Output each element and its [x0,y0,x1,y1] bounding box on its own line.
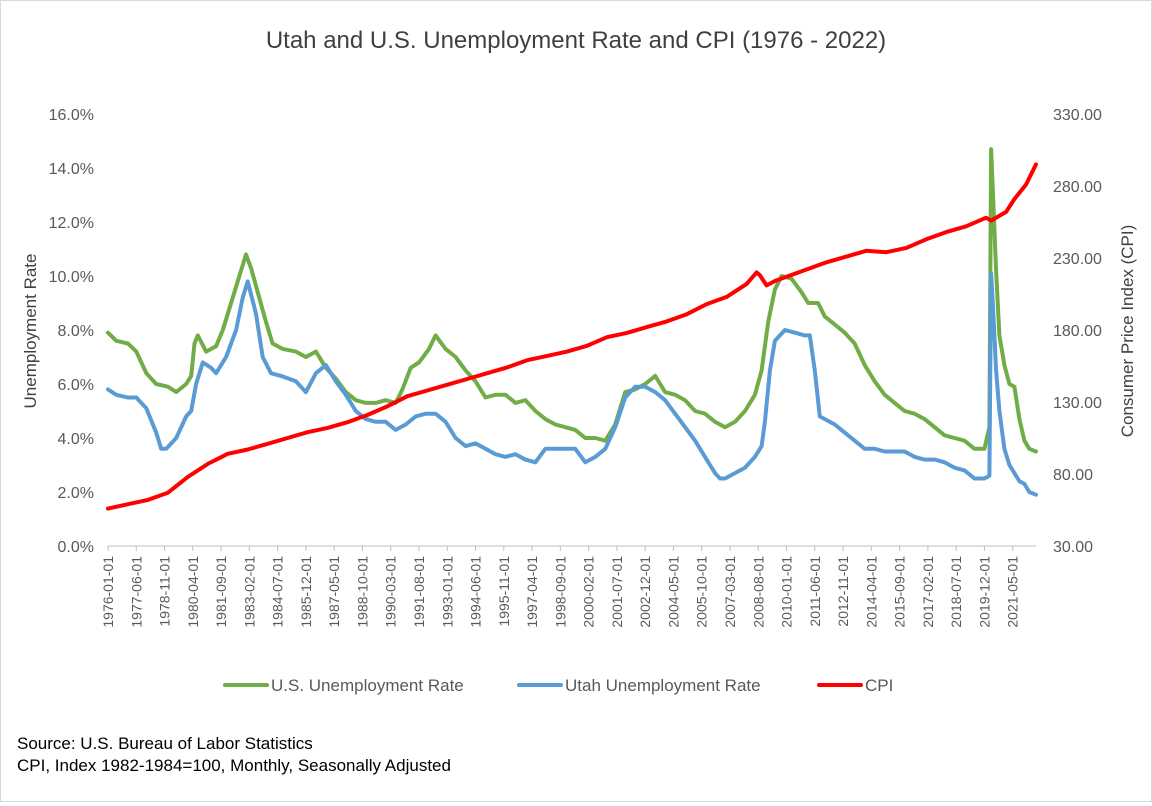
y-right-tick-label: 130.00 [1053,395,1102,412]
y-left-tick-label: 10.0% [49,269,94,286]
x-tick-label: 1977-06-01 [128,556,144,628]
x-tick-label: 1984-07-01 [270,556,286,628]
y-left-tick-label: 14.0% [49,161,94,178]
y-right-tick-label: 80.00 [1053,467,1093,484]
x-tick-label: 2007-03-01 [722,556,738,628]
y-left-tick-label: 4.0% [58,431,94,448]
y-axis-right-label: Consumer Price Index (CPI) [1118,225,1137,438]
x-tick-label: 2015-09-01 [892,556,908,628]
x-tick-label: 2018-07-01 [948,556,964,628]
y-left-tick-label: 12.0% [49,215,94,232]
x-tick-label: 2002-12-01 [637,556,653,628]
source-note: Source: U.S. Bureau of Labor Statistics … [17,733,451,777]
y-axis-left-label: Unemployment Rate [21,254,40,409]
y-left-tick-label: 0.0% [58,539,94,556]
y-right-tick-label: 180.00 [1053,323,1102,340]
x-tick-label: 1998-09-01 [552,556,568,628]
x-tick-label: 1997-04-01 [524,556,540,628]
x-tick-label: 1991-08-01 [411,556,427,628]
x-tick-label: 1995-11-01 [496,556,512,627]
legend: U.S. Unemployment Rate Utah Unemployment … [223,676,893,695]
x-tick-label: 1976-01-01 [100,556,116,628]
axes: 0.0% 2.0% 4.0% 6.0% 8.0% 10.0% 12.0% 14.0% 16.0%… [49,107,1102,628]
y-right-tick-label: 30.00 [1053,539,1093,556]
x-tick-label: 1981-09-01 [213,556,229,628]
x-tick-label: 2005-10-01 [694,556,710,628]
y-left-tick-label: 16.0% [49,107,94,124]
legend-item-u-s-unemployment-rate: U.S. Unemployment Rate [223,676,464,695]
legend-label: Utah Unemployment Rate [565,676,761,695]
chart-title: Utah and U.S. Unemployment Rate and CPI … [266,27,886,54]
y-left-tick-label: 8.0% [58,323,94,340]
x-tick-label: 1990-03-01 [383,556,399,628]
source-line: CPI, Index 1982-1984=100, Monthly, Seaso… [17,756,451,775]
x-tick-label: 1980-04-01 [185,556,201,628]
x-tick-label: 1993-01-01 [439,556,455,628]
y-left-tick-label: 6.0% [58,377,94,394]
x-tick-label: 2019-12-01 [976,556,992,628]
x-tick-label: 2001-07-01 [609,556,625,628]
x-tick-label: 1978-11-01 [157,556,173,627]
legend-item-cpi: CPI [817,676,893,695]
x-tick-label: 2017-02-01 [920,556,936,628]
x-tick-label: 2010-01-01 [779,556,795,628]
x-tick-label: 1983-02-01 [241,556,257,628]
series-line-cpi [106,162,1038,511]
legend-item-utah-unemployment-rate: Utah Unemployment Rate [517,676,761,695]
y-right-tick-label: 230.00 [1053,251,1102,268]
series-lines [106,147,1038,511]
series-line-u-s-unemployment-rate [106,147,1038,454]
x-tick-label: 2011-06-01 [807,556,823,627]
series-line-utah-unemployment-rate [106,271,1038,497]
x-tick-label: 1987-05-01 [326,556,342,628]
y-left-tick-label: 2.0% [58,485,94,502]
x-tick-label: 1985-12-01 [298,556,314,628]
x-tick-label: 2004-05-01 [665,556,681,628]
x-tick-label: 2014-04-01 [863,556,879,628]
x-tick-label: 2012-11-01 [835,556,851,627]
y-right-tick-label: 280.00 [1053,179,1102,196]
legend-label: CPI [865,676,893,695]
y-right-tick-label: 330.00 [1053,107,1102,124]
x-tick-label: 2008-08-01 [750,556,766,628]
x-tick-label: 2021-05-01 [1005,556,1021,628]
x-tick-label: 1994-06-01 [468,556,484,628]
x-tick-label: 2000-02-01 [581,556,597,628]
source-line: Source: U.S. Bureau of Labor Statistics [17,734,313,753]
x-tick-label: 1988-10-01 [354,556,370,628]
legend-label: U.S. Unemployment Rate [271,676,464,695]
